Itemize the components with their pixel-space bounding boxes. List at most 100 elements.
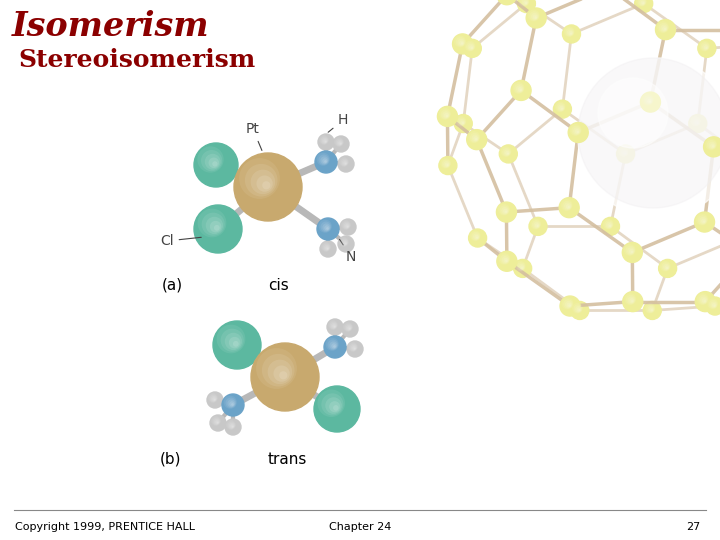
Circle shape [338,141,342,145]
Circle shape [504,150,510,156]
Circle shape [639,0,646,5]
Circle shape [573,127,580,134]
Circle shape [333,136,349,152]
Circle shape [567,29,573,36]
Circle shape [703,137,720,157]
Circle shape [598,78,668,148]
Circle shape [338,156,354,172]
Circle shape [220,329,243,352]
Circle shape [521,0,529,6]
Circle shape [561,199,572,211]
Circle shape [533,15,538,19]
Circle shape [696,292,715,312]
Circle shape [320,157,328,164]
Circle shape [215,420,219,424]
Circle shape [606,222,613,228]
Circle shape [623,292,643,312]
Circle shape [211,416,221,426]
Circle shape [464,40,475,51]
Circle shape [251,343,319,411]
Circle shape [341,239,348,246]
Circle shape [256,176,273,192]
Circle shape [325,397,342,414]
Circle shape [558,105,564,111]
Circle shape [703,300,706,302]
Circle shape [574,305,582,313]
Circle shape [564,26,575,37]
Circle shape [230,424,234,428]
Circle shape [649,100,651,103]
Circle shape [470,231,481,241]
Circle shape [692,117,701,126]
Circle shape [471,47,473,49]
Circle shape [531,13,539,20]
Circle shape [636,0,647,6]
Circle shape [325,246,329,250]
Circle shape [662,26,667,31]
Circle shape [642,2,644,4]
Circle shape [618,146,629,157]
Circle shape [535,224,539,228]
Circle shape [320,241,336,257]
Text: N: N [340,239,356,264]
Circle shape [325,140,327,143]
Circle shape [350,343,357,351]
Circle shape [214,225,220,231]
Circle shape [337,140,343,146]
Circle shape [472,134,479,141]
Circle shape [616,145,634,163]
Text: trans: trans [268,452,307,467]
Circle shape [521,267,523,269]
Circle shape [659,259,677,278]
Circle shape [643,301,661,320]
Circle shape [707,299,718,309]
Circle shape [332,325,336,328]
Circle shape [712,303,716,307]
Circle shape [621,150,627,156]
Circle shape [706,47,708,49]
Circle shape [322,138,328,144]
Circle shape [233,341,239,347]
Circle shape [453,34,472,54]
Circle shape [440,158,451,168]
Circle shape [629,249,634,254]
Circle shape [651,309,653,311]
Circle shape [696,122,698,124]
Circle shape [320,137,328,144]
Circle shape [529,218,547,235]
Circle shape [468,44,474,50]
Circle shape [505,151,510,155]
Text: H: H [328,113,348,132]
Circle shape [559,106,564,110]
Circle shape [231,403,234,406]
Circle shape [645,97,652,104]
Circle shape [333,405,338,410]
Circle shape [444,161,450,167]
Circle shape [644,303,655,314]
Circle shape [519,89,522,91]
Text: (b): (b) [160,452,181,467]
Circle shape [279,371,287,380]
Circle shape [444,113,449,118]
Circle shape [442,159,451,168]
Circle shape [351,345,356,350]
Circle shape [468,131,480,143]
Circle shape [626,246,635,255]
Circle shape [225,397,236,408]
Circle shape [197,146,224,173]
Circle shape [659,23,668,32]
Circle shape [194,205,242,253]
Circle shape [459,119,465,125]
Circle shape [515,261,526,272]
Circle shape [348,328,351,329]
Circle shape [345,323,352,331]
Circle shape [557,103,565,112]
Circle shape [459,40,464,45]
Circle shape [702,298,706,303]
Circle shape [331,323,337,329]
Circle shape [347,326,351,330]
Circle shape [623,151,627,155]
Circle shape [214,419,220,424]
Circle shape [638,0,647,6]
Circle shape [705,138,717,150]
